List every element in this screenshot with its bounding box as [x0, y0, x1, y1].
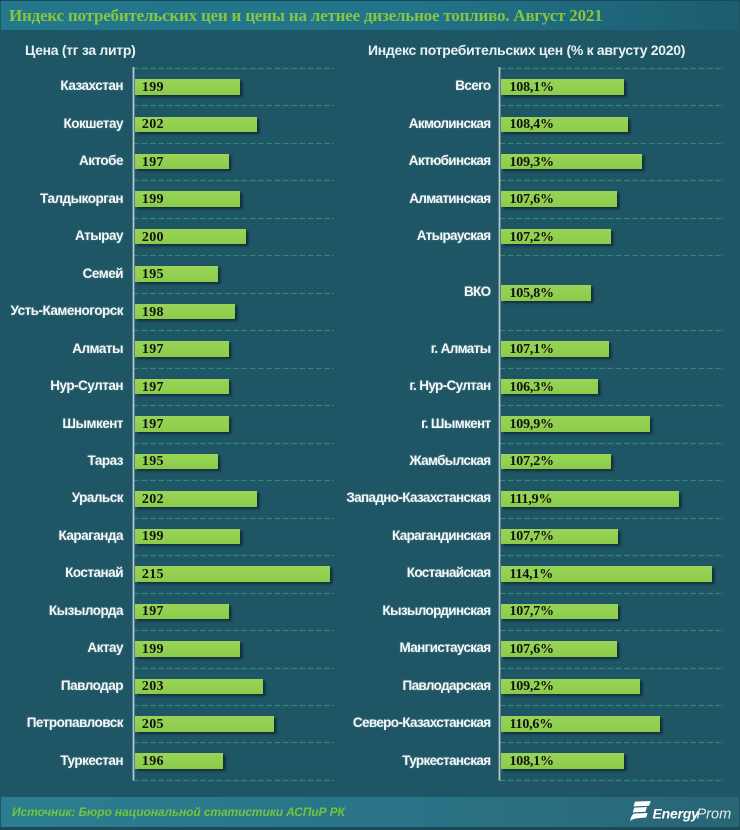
svg-text:Prom: Prom	[697, 807, 732, 823]
svg-text:Energy: Energy	[653, 806, 701, 822]
